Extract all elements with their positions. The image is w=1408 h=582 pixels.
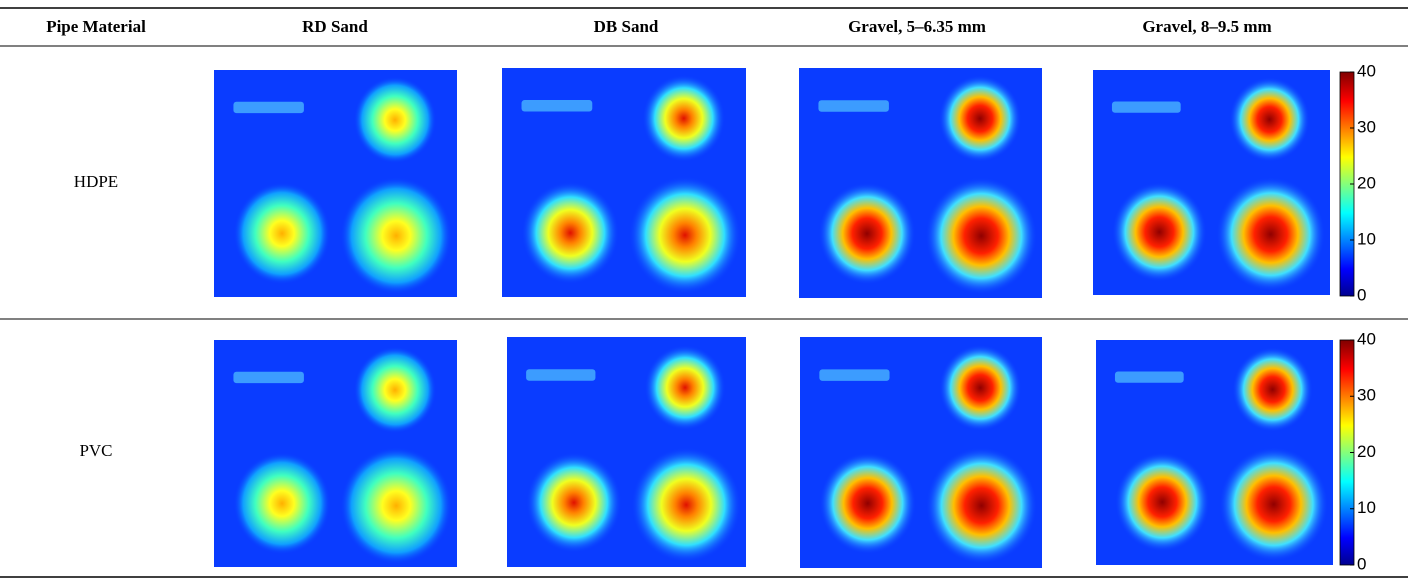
heatmap-image (214, 340, 457, 567)
heatmap-spot (818, 182, 916, 285)
heatmap-image (1096, 340, 1333, 565)
column-header: Pipe Material (46, 17, 146, 36)
heatmap-spot (938, 75, 1022, 162)
column-header: Gravel, 8–9.5 mm (1142, 17, 1271, 36)
column-header: Gravel, 5–6.35 mm (848, 17, 986, 36)
heatmap-bar (233, 101, 304, 114)
heatmap-spot (628, 176, 742, 295)
heatmap-spot (340, 177, 453, 295)
heatmap-spot (526, 452, 622, 553)
heatmap-spot (1216, 177, 1326, 292)
row-label: PVC (79, 441, 112, 460)
heatmap-spot (642, 74, 726, 162)
heatmap-bar (818, 100, 889, 112)
heatmap-spot (631, 447, 742, 563)
heatmap-image (800, 337, 1042, 568)
colorbar-tick-label: 20 (1357, 173, 1376, 192)
heatmap-spot (233, 182, 331, 285)
colorbar-tick-label: 30 (1357, 386, 1376, 405)
row-label: HDPE (74, 172, 118, 191)
heatmap-spot (340, 447, 453, 565)
heatmap-image (1093, 70, 1330, 295)
heatmap-spot (939, 344, 1022, 432)
heatmap-spot (644, 344, 726, 431)
heatmap-bar (1114, 371, 1184, 383)
heatmap-image (799, 68, 1042, 298)
heatmap-bar (1111, 101, 1181, 113)
heatmap-image (502, 68, 746, 297)
column-header: DB Sand (594, 17, 659, 36)
heatmap-spot (353, 346, 437, 434)
heatmap-spot (1229, 77, 1310, 162)
heatmap-spot (1111, 182, 1207, 282)
heatmap-spot (1232, 347, 1313, 432)
colorbar-tick-label: 30 (1357, 117, 1376, 136)
colorbar-tick-label: 10 (1357, 498, 1376, 517)
heatmap-bar (526, 369, 596, 381)
heatmap-image (214, 70, 457, 297)
heatmap-image (507, 337, 746, 567)
colorbar-tick-label: 40 (1357, 61, 1376, 80)
heatmap-spot (353, 76, 437, 164)
column-header: RD Sand (302, 17, 368, 36)
colorbar-tick-label: 20 (1357, 442, 1376, 461)
colorbar-tick-label: 0 (1357, 554, 1366, 573)
heatmap-spot (925, 177, 1038, 295)
heatmap-bar (521, 100, 593, 112)
heatmap-bar (233, 371, 304, 384)
colorbar-tick-label: 10 (1357, 229, 1376, 248)
heatmap-spot (1219, 447, 1329, 562)
heatmap-spot (925, 447, 1038, 565)
heatmap-spot (819, 452, 917, 555)
heatmap-bar (819, 369, 890, 381)
colorbar-tick-label: 0 (1357, 285, 1366, 304)
heatmap-spot (233, 452, 331, 555)
heatmap-spot (1114, 452, 1210, 552)
colorbar-tick-label: 40 (1357, 329, 1376, 348)
heatmap-spot (521, 181, 620, 285)
